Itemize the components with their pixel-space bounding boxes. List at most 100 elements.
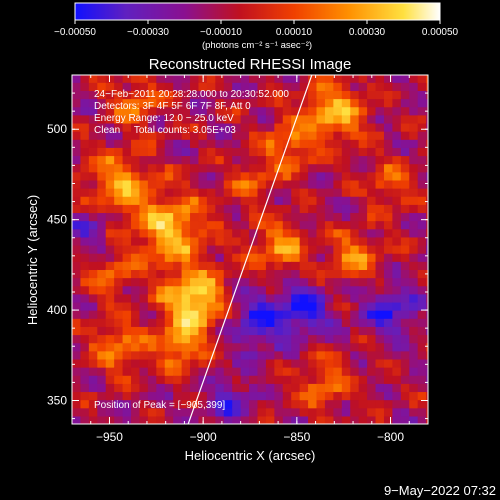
- heatmap-cell: [299, 261, 309, 270]
- heatmap-cell: [114, 285, 124, 295]
- heatmap-cell: [80, 244, 90, 254]
- heatmap-cell: [367, 98, 377, 108]
- heatmap-cell: [232, 375, 242, 384]
- heatmap-cell: [324, 391, 334, 401]
- heatmap-cell: [324, 122, 334, 132]
- heatmap-cell: [156, 82, 166, 91]
- heatmap-cell: [190, 399, 200, 409]
- heatmap-cell: [417, 122, 427, 132]
- heatmap-cell: [97, 106, 107, 116]
- heatmap-cell: [105, 212, 115, 222]
- heatmap-cell: [97, 350, 107, 360]
- heatmap-cell: [131, 407, 141, 417]
- heatmap-cell: [350, 285, 360, 295]
- heatmap-cell: [358, 188, 368, 197]
- heatmap-cell: [156, 204, 166, 214]
- heatmap-cell: [215, 179, 225, 189]
- heatmap-cell: [215, 383, 225, 393]
- heatmap-cell: [324, 261, 334, 270]
- heatmap-cell: [282, 391, 292, 401]
- heatmap-cell: [88, 415, 98, 424]
- heatmap-cell: [265, 342, 275, 352]
- heatmap-cell: [299, 204, 309, 214]
- heatmap-cell: [299, 212, 309, 222]
- heatmap-cell: [232, 236, 242, 246]
- heatmap-cell: [392, 114, 402, 124]
- heatmap-cell: [232, 358, 242, 368]
- heatmap-cell: [223, 122, 233, 132]
- heatmap-cell: [105, 155, 115, 165]
- heatmap-cell: [105, 82, 115, 91]
- heatmap-cell: [383, 131, 393, 140]
- heatmap-cell: [114, 253, 124, 262]
- heatmap-cell: [88, 204, 98, 214]
- heatmap-cell: [409, 114, 419, 124]
- heatmap-cell: [80, 293, 90, 303]
- heatmap-cell: [223, 204, 233, 214]
- heatmap-cell: [206, 301, 216, 311]
- heatmap-cell: [367, 204, 377, 214]
- heatmap-cell: [156, 383, 166, 393]
- heatmap-cell: [206, 139, 216, 148]
- heatmap-cell: [367, 326, 377, 336]
- heatmap-cell: [409, 358, 419, 368]
- heatmap-cell: [97, 326, 107, 336]
- heatmap-cell: [308, 75, 318, 83]
- heatmap-cell: [316, 139, 326, 148]
- heatmap-cell: [72, 171, 82, 181]
- heatmap-cell: [232, 147, 242, 157]
- heatmap-cell: [72, 204, 82, 214]
- heatmap-cell: [190, 163, 200, 173]
- heatmap-cell: [114, 261, 124, 270]
- heatmap-cell: [392, 415, 402, 424]
- heatmap-cell: [274, 114, 284, 124]
- heatmap-cell: [324, 220, 334, 230]
- heatmap-cell: [131, 236, 141, 246]
- heatmap-cell: [350, 310, 360, 319]
- heatmap-cell: [358, 399, 368, 409]
- heatmap-cell: [299, 285, 309, 295]
- heatmap-cell: [122, 228, 132, 238]
- heatmap-cell: [223, 391, 233, 401]
- heatmap-cell: [240, 261, 250, 270]
- heatmap-cell: [249, 220, 259, 230]
- heatmap-cell: [358, 301, 368, 311]
- heatmap-cell: [350, 367, 360, 376]
- heatmap-cell: [215, 122, 225, 132]
- heatmap-cell: [232, 155, 242, 165]
- heatmap-cell: [383, 293, 393, 303]
- heatmap-cell: [333, 358, 343, 368]
- heatmap-cell: [131, 131, 141, 140]
- heatmap-cell: [324, 285, 334, 295]
- heatmap-cell: [232, 220, 242, 230]
- heatmap-cell: [80, 171, 90, 181]
- heatmap-cell: [97, 253, 107, 262]
- heatmap-cell: [426, 334, 428, 344]
- heatmap-cell: [375, 82, 385, 91]
- heatmap-cell: [105, 98, 115, 108]
- heatmap-cell: [392, 318, 402, 327]
- heatmap-cell: [147, 220, 157, 230]
- heatmap-cell: [383, 236, 393, 246]
- heatmap-cell: [88, 285, 98, 295]
- heatmap-cell: [206, 244, 216, 254]
- heatmap-cell: [257, 261, 267, 270]
- heatmap-cell: [80, 212, 90, 222]
- heatmap-cell: [223, 334, 233, 344]
- heatmap-cell: [409, 212, 419, 222]
- heatmap-cell: [426, 277, 428, 287]
- heatmap-cell: [392, 342, 402, 352]
- heatmap-cell: [164, 310, 174, 319]
- heatmap-cell: [198, 367, 208, 376]
- heatmap-cell: [274, 122, 284, 132]
- heatmap-cell: [358, 293, 368, 303]
- heatmap-cell: [282, 253, 292, 262]
- heatmap-cell: [316, 285, 326, 295]
- heatmap-cell: [282, 367, 292, 376]
- heatmap-cell: [122, 82, 132, 91]
- heatmap-cell: [400, 212, 410, 222]
- heatmap-cell: [308, 98, 318, 108]
- heatmap-cell: [206, 350, 216, 360]
- heatmap-cell: [324, 407, 334, 417]
- heatmap-cell: [181, 179, 191, 189]
